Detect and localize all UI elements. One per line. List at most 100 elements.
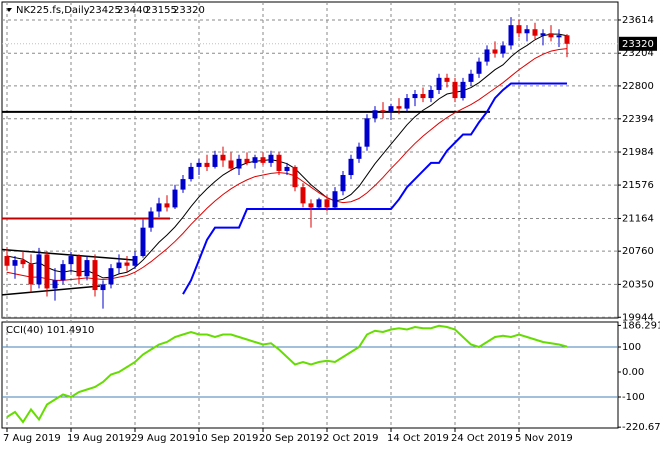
y-tick-label: 23204 <box>622 48 654 59</box>
candle-body <box>188 166 194 180</box>
main-frame <box>1 1 619 319</box>
candle-body <box>556 35 562 38</box>
price-label-box <box>619 36 657 51</box>
candle-body <box>68 256 74 265</box>
candle-body <box>372 110 378 119</box>
candle-body <box>44 254 50 289</box>
candle-body <box>348 158 354 176</box>
candle-body <box>20 260 26 265</box>
candle-body <box>484 49 490 62</box>
x-tick-label: 7 Aug 2019 <box>3 433 61 444</box>
y-tick-label: 22394 <box>622 114 654 125</box>
candle-body <box>36 254 42 285</box>
candle-body <box>28 264 34 285</box>
candle-body <box>508 25 514 46</box>
candle-body <box>212 154 218 167</box>
candle-body <box>140 227 146 257</box>
candle-body <box>4 256 10 266</box>
y-tick-label: 20760 <box>622 246 654 257</box>
candle-body <box>396 106 402 109</box>
candle-body <box>84 260 90 277</box>
candle-body <box>364 118 370 147</box>
candle-body <box>300 187 306 204</box>
candle-body <box>276 154 282 171</box>
candle-body <box>228 160 234 169</box>
open-value: 23425 <box>89 5 121 16</box>
y-tick-label: 22800 <box>622 81 654 92</box>
candle-body <box>148 211 154 228</box>
y-tick-label: -100 <box>622 392 645 403</box>
candle-body <box>268 154 274 163</box>
y-tick-label: -220.674 <box>622 422 660 433</box>
cci-frame <box>1 321 619 429</box>
candle-body <box>52 280 58 289</box>
x-tick-label: 5 Nov 2019 <box>515 433 573 444</box>
candle-body <box>332 191 338 208</box>
candle-body <box>244 158 250 163</box>
x-tick-label: 29 Aug 2019 <box>131 433 195 444</box>
candle-body <box>284 166 290 171</box>
candle-body <box>404 98 410 109</box>
cci-line <box>6 324 568 424</box>
candle-body <box>124 262 130 266</box>
y-tick-label: 21164 <box>622 213 654 224</box>
trend-line <box>1 285 101 296</box>
candle-body <box>220 154 226 161</box>
candle-body <box>100 284 106 291</box>
x-tick-label: 10 Sep 2019 <box>195 433 258 444</box>
y-tick-label: 21576 <box>622 180 654 191</box>
overlay-line <box>6 33 568 279</box>
candle-body <box>340 175 346 192</box>
candle-body <box>452 81 458 99</box>
overlay-line <box>182 82 567 295</box>
candle-body <box>380 110 386 112</box>
candle-body <box>500 45 506 54</box>
candle-body <box>548 33 554 38</box>
candle-body <box>116 262 122 269</box>
candle-body <box>76 256 82 277</box>
x-tick-label: 14 Oct 2019 <box>387 433 449 444</box>
symbol-title: NK225.fs,Daily <box>16 5 90 16</box>
candle-body <box>460 81 466 99</box>
candle-body <box>156 203 162 212</box>
y-tick-label: 100 <box>622 342 641 353</box>
candle-body <box>436 77 442 90</box>
candle-body <box>412 94 418 99</box>
x-tick-label: 20 Sep 2019 <box>259 433 322 444</box>
candle-body <box>388 106 394 112</box>
candle-body <box>164 203 170 208</box>
y-tick-label: 186.291 <box>622 320 660 331</box>
close-value: 23320 <box>173 5 205 16</box>
candle-body <box>428 89 434 99</box>
candle-body <box>324 199 330 208</box>
candle-body <box>60 264 66 281</box>
candle-body <box>308 203 314 208</box>
y-tick-label: 21984 <box>622 147 654 158</box>
x-tick-label: 24 Oct 2019 <box>451 433 513 444</box>
cci-title: CCI(40) 101.4910 <box>6 325 94 336</box>
x-tick-label: 19 Aug 2019 <box>67 433 131 444</box>
candle-body <box>356 146 362 159</box>
y-tick-label: 0.00 <box>622 367 644 378</box>
candle-body <box>532 29 538 36</box>
candle-body <box>204 162 210 167</box>
candle-body <box>420 94 426 99</box>
candle-body <box>540 33 546 36</box>
candle-body <box>172 189 178 208</box>
price-label: 23320 <box>622 39 654 50</box>
candle-body <box>524 29 530 34</box>
candle-body <box>292 166 298 188</box>
candle-body <box>564 35 570 44</box>
candle-body <box>180 179 186 190</box>
candle-body <box>316 199 322 208</box>
candle-body <box>132 256 138 266</box>
candle-body <box>444 77 450 82</box>
candle-body <box>476 61 482 74</box>
x-tick-label: 2 Oct 2019 <box>323 433 378 444</box>
candle-body <box>236 158 242 169</box>
low-value: 23155 <box>145 5 177 16</box>
y-tick-label: 20350 <box>622 279 654 290</box>
candle-body <box>260 157 266 163</box>
high-value: 23440 <box>117 5 149 16</box>
